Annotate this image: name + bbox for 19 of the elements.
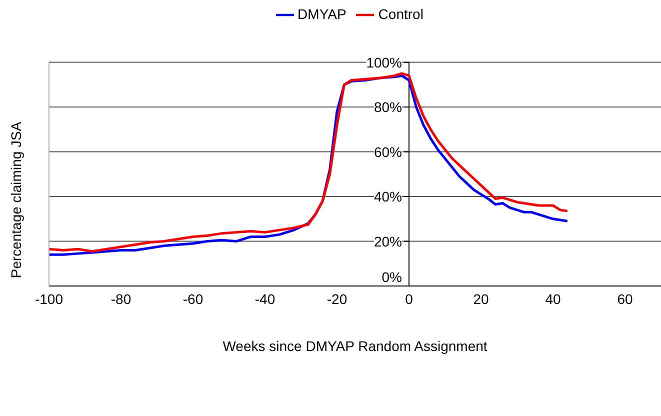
x-tick-label: -80	[110, 290, 132, 307]
x-tick-label: 60	[617, 290, 633, 307]
y-tick-label: 40%	[374, 188, 402, 205]
y-tick-label: 100%	[366, 54, 402, 70]
x-tick-label: -20	[326, 290, 348, 307]
y-tick-label: 60%	[374, 144, 402, 160]
legend-label: DMYAP	[298, 6, 346, 22]
y-tick-label: 80%	[374, 99, 402, 116]
y-axis-title: Percentage claiming JSA	[8, 122, 24, 278]
y-tick-label: 20%	[374, 233, 402, 250]
x-tick-label: -100	[34, 290, 64, 307]
legend-label: Control	[378, 6, 424, 22]
x-axis-title: Weeks since DMYAP Random Assignment	[222, 338, 488, 354]
x-tick-label: 40	[545, 290, 561, 307]
x-tick-label: -40	[254, 290, 276, 307]
y-tick-label: 0%	[382, 269, 402, 285]
x-tick-label: -60	[182, 290, 204, 307]
x-tick-label: 20	[473, 290, 489, 307]
x-tick-label: 0	[405, 290, 414, 307]
